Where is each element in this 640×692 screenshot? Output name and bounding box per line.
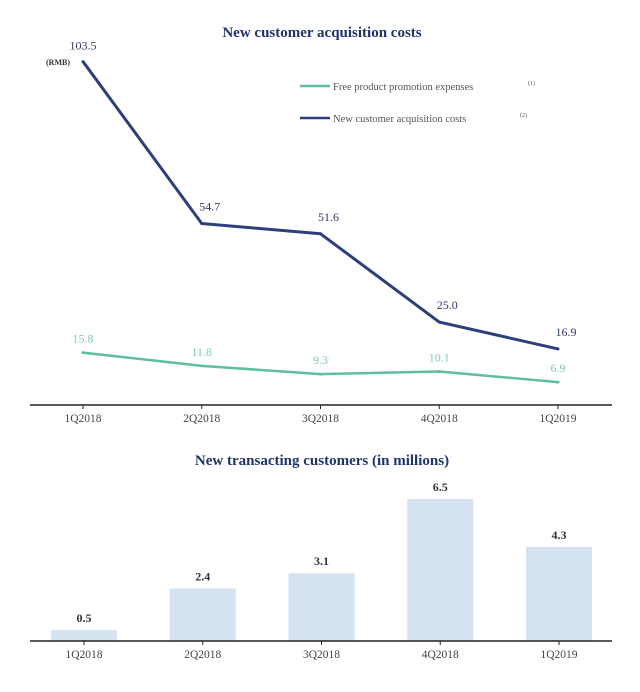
legend-note-free-promotion: (1) bbox=[528, 80, 535, 87]
line-chart-legend: Free product promotion expenses (1) New … bbox=[300, 80, 535, 125]
bar-value-label: 6.5 bbox=[433, 480, 448, 494]
data-point-free-product-promotion-expenses bbox=[200, 364, 204, 368]
bar-chart-title: New transacting customers (in millions) bbox=[195, 453, 449, 469]
series-line-new-customer-acquisition-costs bbox=[81, 60, 559, 351]
x-tick-label: 3Q2018 bbox=[303, 649, 340, 661]
bar-chart-bars: 0.5 2.4 3.1 6.5 4.3 bbox=[51, 480, 592, 641]
data-label-free-product-promotion-expenses: 6.9 bbox=[551, 361, 566, 375]
bar-value-label: 0.5 bbox=[77, 611, 92, 625]
data-label-new-customer-acquisition-costs: 54.7 bbox=[199, 199, 220, 213]
legend-label-acquisition-costs: New customer acquisition costs bbox=[333, 114, 466, 125]
line-chart-series: 15.8 11.8 9.3 10.1 6.9 103.5 54.7 51.6 25.0 16.9 bbox=[70, 39, 577, 384]
x-tick-label: 4Q2018 bbox=[421, 413, 458, 425]
bar-1q2019 bbox=[526, 547, 592, 641]
data-point-free-product-promotion-expenses bbox=[319, 372, 322, 376]
data-label-new-customer-acquisition-costs: 25.0 bbox=[437, 298, 458, 312]
bar-chart: New transacting customers (in millions) … bbox=[30, 453, 612, 661]
data-label-new-customer-acquisition-costs: 16.9 bbox=[556, 325, 577, 339]
data-label-new-customer-acquisition-costs: 51.6 bbox=[318, 210, 339, 224]
data-label-free-product-promotion-expenses: 9.3 bbox=[313, 353, 328, 367]
x-tick-label: 3Q2018 bbox=[302, 413, 339, 425]
data-point-new-customer-acquisition-costs bbox=[200, 221, 204, 225]
data-point-free-product-promotion-expenses bbox=[81, 351, 85, 355]
data-point-new-customer-acquisition-costs bbox=[319, 232, 322, 236]
data-label-new-customer-acquisition-costs: 103.5 bbox=[70, 39, 97, 53]
x-tick-label: 1Q2019 bbox=[540, 649, 577, 661]
x-tick-label: 2Q2018 bbox=[184, 649, 221, 661]
data-label-free-product-promotion-expenses: 15.8 bbox=[73, 332, 94, 346]
x-tick-label: 2Q2018 bbox=[183, 413, 220, 425]
data-point-free-product-promotion-expenses bbox=[437, 369, 441, 373]
bar-chart-x-ticks: 1Q2018 2Q2018 3Q2018 4Q2018 1Q2019 bbox=[65, 641, 578, 661]
line-chart-unit-label: (RMB) bbox=[46, 58, 70, 67]
data-label-free-product-promotion-expenses: 10.1 bbox=[429, 350, 450, 364]
bar-value-label: 2.4 bbox=[195, 570, 210, 584]
bar-2q2018 bbox=[169, 588, 236, 641]
data-point-new-customer-acquisition-costs bbox=[81, 60, 85, 64]
data-point-new-customer-acquisition-costs bbox=[556, 347, 560, 351]
x-tick-label: 1Q2018 bbox=[65, 649, 102, 661]
x-tick-label: 1Q2018 bbox=[64, 413, 101, 425]
bar-3q2018 bbox=[288, 573, 355, 641]
line-chart-title: New customer acquisition costs bbox=[222, 25, 421, 41]
bar-1q2018 bbox=[51, 630, 117, 641]
line-chart-x-ticks: 1Q2018 2Q2018 3Q2018 4Q2018 1Q2019 bbox=[64, 405, 577, 425]
legend-note-acquisition-costs: (2) bbox=[520, 112, 527, 119]
x-tick-label: 4Q2018 bbox=[422, 649, 459, 661]
legend-label-free-promotion: Free product promotion expenses bbox=[333, 82, 473, 93]
line-chart: New customer acquisition costs (RMB) Fre… bbox=[30, 25, 612, 425]
bar-value-label: 3.1 bbox=[314, 554, 329, 568]
data-label-free-product-promotion-expenses: 11.8 bbox=[191, 345, 212, 359]
bar-value-label: 4.3 bbox=[552, 528, 567, 542]
data-point-free-product-promotion-expenses bbox=[556, 380, 560, 384]
data-point-new-customer-acquisition-costs bbox=[437, 320, 441, 324]
bar-4q2018 bbox=[407, 498, 474, 641]
x-tick-label: 1Q2019 bbox=[539, 413, 576, 425]
